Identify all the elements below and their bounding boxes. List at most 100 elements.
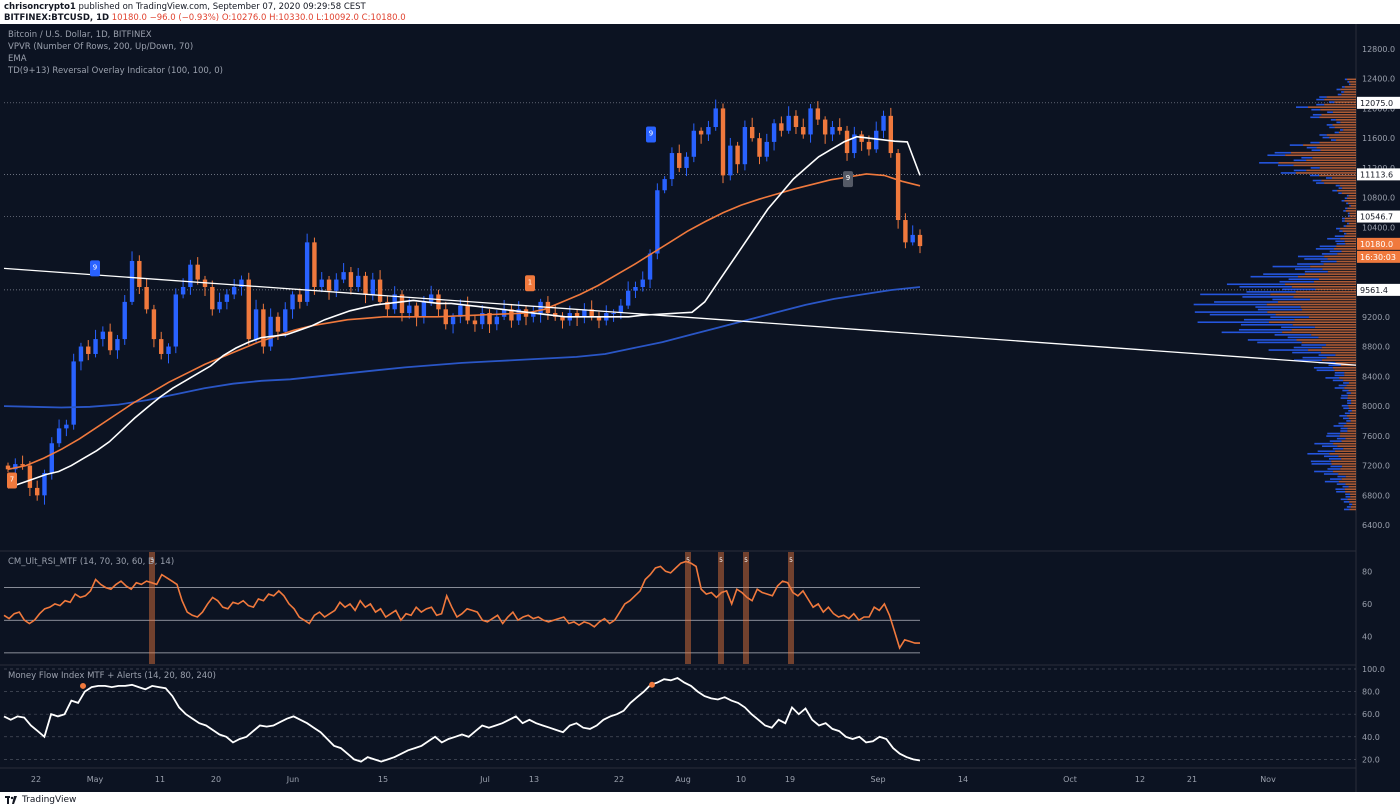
candle-body: [691, 130, 697, 157]
vp-down-bar: [1293, 296, 1356, 298]
vp-up-bar: [1319, 134, 1327, 136]
vp-up-bar: [1346, 420, 1351, 422]
vp-up-bar: [1311, 463, 1332, 465]
vp-up-bar: [1317, 450, 1335, 453]
vp-up-bar: [1289, 144, 1304, 146]
vp-up-bar: [1257, 341, 1302, 344]
vp-down-bar: [1324, 255, 1356, 258]
chart-canvas[interactable]: 6400.0 6800.0 7200.0 7600.0 8000.0 8400.0 8800…: [0, 24, 1400, 792]
vp-up-bar: [1302, 356, 1327, 359]
tradingview-logo-icon: [5, 796, 17, 804]
vp-down-bar: [1349, 501, 1356, 503]
vp-up-bar: [1348, 409, 1352, 412]
vp-up-bar: [1334, 235, 1345, 237]
vp-down-bar: [1318, 336, 1356, 339]
volume-profile: [1193, 78, 1356, 511]
vp-up-bar: [1312, 179, 1322, 182]
vp-up-bar: [1345, 495, 1351, 498]
countdown-label: 16:30:03: [1360, 253, 1396, 262]
mfi-alert-dot: [649, 681, 655, 688]
vp-up-bar: [1337, 93, 1342, 96]
vp-up-bar: [1316, 369, 1335, 372]
candle-body: [166, 346, 171, 354]
price-label: 11113.6: [1360, 170, 1393, 179]
vp-down-bar: [1338, 131, 1356, 134]
vp-up-bar: [1336, 437, 1346, 440]
legend-vpvr: VPVR (Number Of Rows, 200, Up/Down, 70): [8, 42, 194, 52]
vp-up-bar: [1336, 88, 1341, 91]
candle-body: [757, 138, 762, 157]
vp-up-bar: [1346, 506, 1351, 508]
vp-up-bar: [1296, 106, 1309, 108]
vp-up-bar: [1226, 283, 1286, 286]
price-tick-label: 6800.0: [1362, 491, 1390, 500]
vp-down-bar: [1343, 425, 1356, 427]
td-marker: [525, 275, 535, 292]
footer-brand[interactable]: TradingView: [22, 795, 77, 805]
vp-down-bar: [1347, 78, 1356, 81]
vp-down-bar: [1298, 275, 1356, 278]
vp-up-bar: [1221, 331, 1283, 334]
vp-down-bar: [1285, 154, 1356, 157]
vp-down-bar: [1349, 412, 1356, 415]
price-tick-label: 7200.0: [1362, 462, 1390, 471]
vp-up-bar: [1332, 379, 1344, 382]
vp-up-bar: [1287, 336, 1319, 339]
price-label-box: [1357, 210, 1400, 223]
vp-up-bar: [1194, 311, 1268, 313]
vp-up-bar: [1349, 503, 1353, 506]
vp-down-bar: [1320, 351, 1356, 354]
vp-up-bar: [1330, 119, 1336, 121]
vp-up-bar: [1335, 488, 1345, 490]
candle-body: [334, 279, 339, 291]
vp-down-bar: [1340, 88, 1356, 91]
vp-down-bar: [1270, 293, 1356, 296]
candle-body: [49, 443, 54, 474]
candle-body: [618, 305, 624, 314]
candle-body: [822, 119, 828, 135]
vp-down-bar: [1345, 242, 1356, 245]
vp-up-bar: [1339, 415, 1347, 417]
candle-body: [596, 316, 602, 321]
candle-body: [706, 127, 711, 135]
vp-up-bar: [1344, 78, 1348, 81]
vp-up-bar: [1311, 149, 1321, 151]
vp-up-bar: [1340, 397, 1348, 399]
candle-body: [589, 309, 594, 317]
vp-down-bar: [1323, 263, 1356, 265]
vp-up-bar: [1309, 174, 1320, 177]
price-tick-label: 8000.0: [1362, 402, 1390, 411]
vp-down-bar: [1348, 389, 1356, 392]
vp-down-bar: [1348, 222, 1356, 225]
rsi-tick-label: 40: [1362, 633, 1372, 642]
vp-down-bar: [1350, 392, 1356, 394]
price-tick-label: 9200.0: [1362, 313, 1390, 322]
candle-body: [815, 108, 821, 120]
rsi-signal-bar: [685, 552, 691, 664]
candle-body: [582, 309, 587, 317]
vp-down-bar: [1349, 215, 1356, 217]
publisher-name[interactable]: chrisoncrypto1: [4, 2, 76, 12]
vp-down-bar: [1290, 151, 1356, 154]
price-tick-label: 8800.0: [1362, 343, 1390, 352]
rsi-signal-label: 5: [719, 557, 723, 564]
x-tick-label: 19: [785, 775, 795, 784]
vp-up-bar: [1304, 270, 1328, 273]
last-price: 10180.0: [111, 13, 147, 23]
mfi-line: [3, 677, 921, 763]
vp-up-bar: [1341, 199, 1345, 202]
x-tick-label: 21: [1187, 775, 1197, 784]
candle-body: [903, 220, 908, 243]
candle-body: [370, 279, 375, 295]
vp-up-bar: [1340, 430, 1348, 432]
vp-down-bar: [1343, 447, 1356, 450]
candle-body: [56, 428, 62, 444]
chart-area[interactable]: 6400.0 6800.0 7200.0 7600.0 8000.0 8400.0 8800…: [0, 24, 1400, 792]
price-tick-label: 8400.0: [1362, 372, 1390, 381]
vp-up-bar: [1340, 498, 1348, 501]
vp-up-bar: [1306, 146, 1317, 149]
vp-up-bar: [1345, 207, 1348, 210]
rsi-signal-label: 5: [744, 557, 748, 564]
vp-up-bar: [1325, 377, 1340, 379]
vp-up-bar: [1323, 455, 1339, 458]
